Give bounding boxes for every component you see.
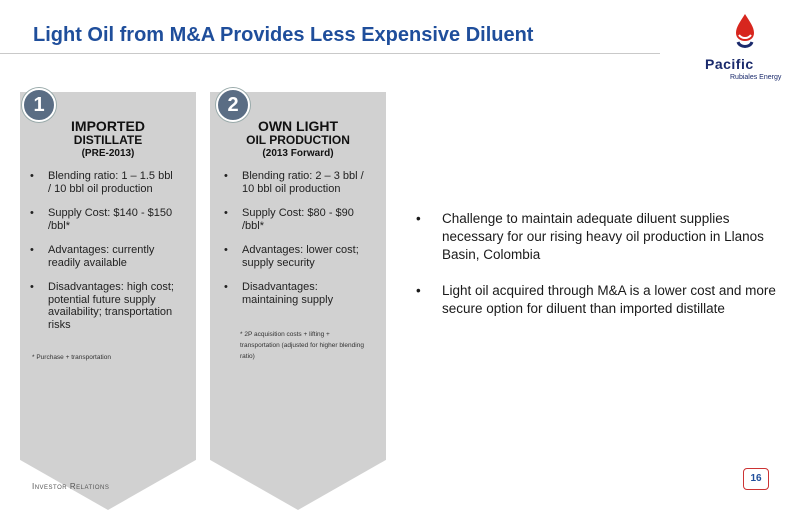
list-item: Blending ratio: 2 – 3 bbl / 10 bbl oil p… — [222, 170, 372, 195]
list-item: Supply Cost: $80 - $90 /bbl* — [222, 207, 372, 232]
logo-wordmark: Pacific — [705, 56, 754, 72]
title-divider — [0, 53, 660, 54]
card-footnote: * 2P acquisition costs + lifting + trans… — [240, 331, 364, 360]
list-item: Supply Cost: $140 - $150 /bbl* — [28, 207, 178, 232]
page-number: 16 — [743, 468, 769, 490]
card-number-badge: 1 — [22, 88, 56, 122]
slide-title: Light Oil from M&A Provides Less Expensi… — [33, 24, 534, 46]
card-bullet-list: Blending ratio: 1 – 1.5 bbl / 10 bbl oil… — [28, 170, 178, 343]
card-heading-line2: DISTILLATE — [73, 133, 143, 147]
list-item: Disadvantages: high cost; potential futu… — [28, 281, 178, 331]
pacific-drop-logo-icon — [736, 14, 754, 48]
list-item: Advantages: lower cost; supply security — [222, 244, 372, 269]
list-item: Blending ratio: 1 – 1.5 bbl / 10 bbl oil… — [28, 170, 178, 195]
card-period: (2013 Forward) — [262, 148, 334, 159]
card-heading: IMPORTED — [71, 118, 145, 134]
logo-subtitle: Rubiales Energy — [730, 74, 782, 81]
key-points-list: Challenge to maintain adequate diluent s… — [414, 210, 784, 336]
card-heading: OWN LIGHT — [257, 118, 339, 134]
card-heading-line2: OIL PRODUCTION — [246, 133, 350, 147]
card-number-badge: 2 — [216, 88, 250, 122]
card-period: (PRE-2013) — [81, 148, 135, 159]
list-item: Disadvantages: maintaining supply — [222, 281, 372, 306]
card-bullet-list: Blending ratio: 2 – 3 bbl / 10 bbl oil p… — [222, 170, 372, 318]
list-item: Challenge to maintain adequate diluent s… — [414, 210, 784, 264]
list-item: Advantages: currently readily available — [28, 244, 178, 269]
investor-relations-footer: Investor Relations — [32, 482, 110, 491]
list-item: Light oil acquired through M&A is a lowe… — [414, 282, 784, 318]
card-footnote: * Purchase + transportation — [32, 354, 111, 361]
